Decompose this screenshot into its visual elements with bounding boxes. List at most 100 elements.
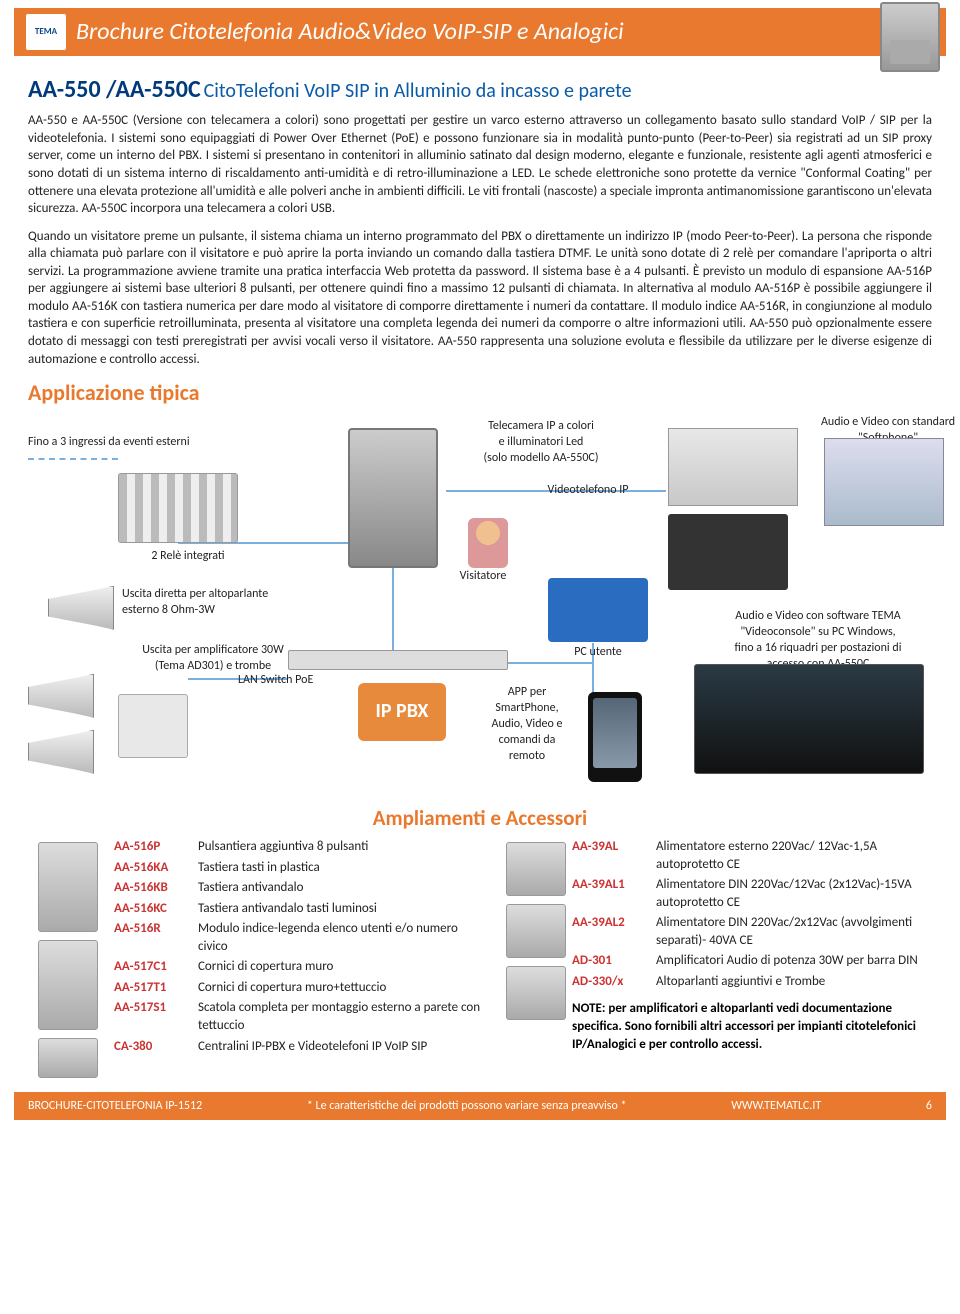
- gate-icon: [118, 473, 238, 543]
- accessory-row: AA-39AL1Alimentatore DIN 220Vac/12Vac (2…: [572, 876, 932, 911]
- label-videoconsole: Audio e Video con software TEMA "Videoco…: [688, 608, 948, 673]
- accessory-desc: Centralini IP-PBX e Videotelefoni IP VoI…: [198, 1038, 488, 1056]
- page-header: TEMA Brochure Citotelefonia Audio&Video …: [14, 8, 946, 56]
- accessory-desc: Alimentatore DIN 220Vac/12Vac (2x12Vac)-…: [656, 876, 932, 911]
- label-lan-switch: LAN Switch PoE: [238, 672, 348, 688]
- accessory-image: [506, 842, 566, 896]
- accessory-desc: Cornici di copertura muro: [198, 958, 488, 976]
- horn-icon: [28, 730, 94, 774]
- accessory-code: AA-517C1: [114, 958, 198, 976]
- footer-doc-code: BROCHURE-CITOTELEFONIA IP-1512: [28, 1098, 202, 1114]
- brand-logo: TEMA: [26, 14, 66, 50]
- accessory-desc: Tastiera antivandalo: [198, 879, 488, 897]
- accessory-code: AA-39AL1: [572, 876, 656, 894]
- accessory-code: AD-301: [572, 952, 656, 970]
- accessory-row: CA-380Centralini IP-PBX e Videotelefoni …: [114, 1038, 488, 1056]
- paragraph-2: Quando un visitatore preme un pulsante, …: [28, 228, 932, 368]
- doorphone-device-icon: [348, 428, 438, 568]
- accessory-desc: Amplificatori Audio di potenza 30W per b…: [656, 952, 932, 970]
- accessory-row: AA-517T1Cornici di copertura muro+tettuc…: [114, 979, 488, 997]
- accessory-desc: Altoparlanti aggiuntivi e Trombe: [656, 973, 932, 991]
- accessory-code: AA-517T1: [114, 979, 198, 997]
- label-ip-camera: Telecamera IP a colori e illuminatori Le…: [456, 418, 626, 467]
- accessory-row: AA-516KATastiera tasti in plastica: [114, 859, 488, 877]
- accessories-left-list: AA-516PPulsantiera aggiuntiva 8 pulsanti…: [114, 838, 488, 1078]
- label-videophone: Videotelefono IP: [528, 482, 648, 498]
- application-heading: Applicazione tipica: [28, 378, 932, 408]
- accessory-row: AA-516KBTastiera antivandalo: [114, 879, 488, 897]
- application-diagram: Fino a 3 ingressi da eventi esterni 2 Re…: [28, 414, 932, 796]
- accessory-desc: Alimentatore esterno 220Vac/ 12Vac-1,5A …: [656, 838, 932, 873]
- accessory-row: AA-516RModulo indice-legenda elenco uten…: [114, 920, 488, 955]
- accessory-images-left: [28, 838, 108, 1078]
- accessory-row: AA-517C1Cornici di copertura muro: [114, 958, 488, 976]
- accessory-desc: Modulo indice-legenda elenco utenti e/o …: [198, 920, 488, 955]
- accessory-desc: Tastiera antivandalo tasti luminosi: [198, 900, 488, 918]
- accessory-row: AD-330/xAltoparlanti aggiuntivi e Trombe: [572, 973, 932, 991]
- accessory-code: AD-330/x: [572, 973, 656, 991]
- accessory-code: AA-39AL: [572, 838, 656, 856]
- accessory-desc: Pulsantiera aggiuntiva 8 pulsanti: [198, 838, 488, 856]
- accessory-row: AA-516KCTastiera antivandalo tasti lumin…: [114, 900, 488, 918]
- accessory-desc: Scatola completa per montaggio esterno a…: [198, 999, 488, 1034]
- paragraph-1: AA-550 e AA-550C (Versione con telecamer…: [28, 112, 932, 217]
- accessory-code: AA-516R: [114, 920, 198, 938]
- pc-icon: [548, 578, 648, 642]
- accessory-code: AA-517S1: [114, 999, 198, 1017]
- accessory-desc: Tastiera tasti in plastica: [198, 859, 488, 877]
- accessory-code: CA-380: [114, 1038, 198, 1056]
- accessory-row: AD-301Amplificatori Audio di potenza 30W…: [572, 952, 932, 970]
- label-amp-out: Uscita per amplificatore 30W (Tema AD301…: [118, 642, 308, 674]
- diagram-line: [392, 568, 394, 650]
- camera-screenshot-icon: [668, 428, 798, 506]
- label-smartphone-app: APP per SmartPhone, Audio, Video e coman…: [472, 684, 582, 765]
- accessory-code: AA-516KA: [114, 859, 198, 877]
- header-product-image: [880, 2, 940, 72]
- footer-page-number: 6: [926, 1098, 932, 1114]
- accessories-columns: AA-516PPulsantiera aggiuntiva 8 pulsanti…: [28, 838, 932, 1078]
- horn-icon: [28, 674, 94, 718]
- speaker-horn-icon: [48, 586, 114, 630]
- accessory-row: AA-39AL2Alimentatore DIN 220Vac/2x12Vac …: [572, 914, 932, 949]
- accessory-image: [38, 1038, 98, 1078]
- videophone-icon: [668, 514, 788, 590]
- accessory-image: [38, 940, 98, 1030]
- label-external-inputs: Fino a 3 ingressi da eventi esterni: [28, 434, 238, 450]
- amplifier-icon: [118, 694, 188, 758]
- ip-pbx-box: IP PBX: [358, 683, 446, 741]
- label-relays: 2 Relè integrati: [138, 548, 238, 564]
- footer-disclaimer: * Le caratteristiche dei prodotti posson…: [307, 1098, 627, 1114]
- softphone-icon: [824, 438, 944, 526]
- accessories-right-list: AA-39ALAlimentatore esterno 220Vac/ 12Va…: [572, 838, 932, 1078]
- accessory-image: [506, 966, 566, 1020]
- accessory-desc: Alimentatore DIN 220Vac/2x12Vac (avvolgi…: [656, 914, 932, 949]
- videoconsole-icon: [694, 664, 924, 774]
- accessory-image: [506, 904, 566, 958]
- footer-url: WWW.TEMATLC.IT: [731, 1098, 821, 1114]
- accessory-row: AA-39ALAlimentatore esterno 220Vac/ 12Va…: [572, 838, 932, 873]
- visitor-icon: [468, 518, 508, 568]
- accessory-code: AA-516KC: [114, 900, 198, 918]
- product-subtitle: CitoTelefoni VoIP SIP in Alluminio da in…: [204, 79, 632, 103]
- accessory-row: AA-517S1Scatola completa per montaggio e…: [114, 999, 488, 1034]
- smartphone-icon: [588, 692, 642, 782]
- accessories-note: NOTE: per amplificatori e altoparlanti v…: [572, 1000, 932, 1053]
- accessory-row: AA-516PPulsantiera aggiuntiva 8 pulsanti: [114, 838, 488, 856]
- label-speaker-out: Uscita diretta per altoparlante esterno …: [122, 586, 292, 618]
- page-footer: BROCHURE-CITOTELEFONIA IP-1512 * Le cara…: [14, 1092, 946, 1120]
- label-pc: PC utente: [558, 644, 638, 660]
- lan-switch-icon: [288, 650, 508, 670]
- product-code: AA-550 /AA-550C: [28, 75, 201, 104]
- accessory-code: AA-516KB: [114, 879, 198, 897]
- header-title: Brochure Citotelefonia Audio&Video VoIP-…: [76, 16, 934, 48]
- accessory-code: AA-39AL2: [572, 914, 656, 932]
- accessories-heading: Ampliamenti e Accessori: [28, 804, 932, 832]
- label-visitor: Visitatore: [448, 568, 518, 584]
- accessory-images-right: [506, 838, 566, 1078]
- page-content: AA-550 /AA-550C CitoTelefoni VoIP SIP in…: [0, 56, 960, 1078]
- accessory-code: AA-516P: [114, 838, 198, 856]
- diagram-line: [28, 458, 118, 460]
- product-title: AA-550 /AA-550C CitoTelefoni VoIP SIP in…: [28, 74, 932, 106]
- accessory-image: [38, 842, 98, 932]
- accessory-desc: Cornici di copertura muro+tettuccio: [198, 979, 488, 997]
